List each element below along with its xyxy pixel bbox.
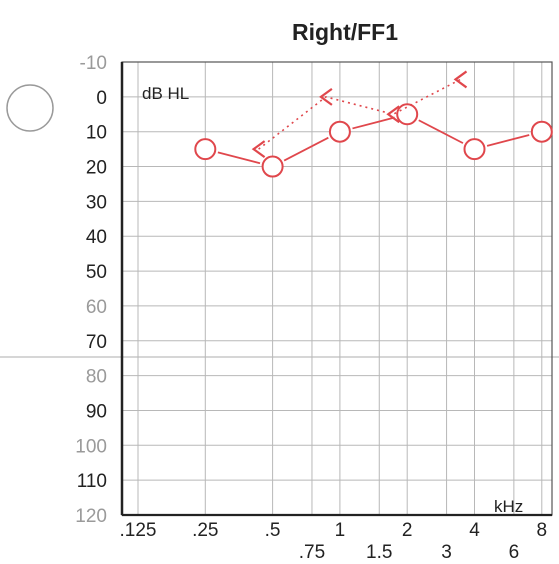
x-axis-label: kHz: [494, 497, 523, 516]
bone-conduction-less-than-marker: [251, 140, 266, 159]
x-tick-labels: .125 .25 .5 1 2 4 8 .75 1.5 3 6: [120, 520, 548, 563]
air-conduction-circle-marker: [396, 103, 419, 126]
grid: [122, 61, 552, 516]
air-conduction-circle-marker: [328, 120, 351, 143]
circle-symbol-key: [6, 84, 54, 132]
air-conduction-connector: [418, 119, 464, 144]
y-tick-label: 70: [86, 332, 107, 353]
air-conduction-connector: [217, 151, 261, 165]
bone-conduction-less-than-marker: [386, 105, 400, 124]
y-tick-label: 50: [86, 262, 107, 283]
x-tick-label: .25: [192, 520, 218, 541]
x-tick-label: 8: [537, 520, 548, 541]
chart-title: Right/FF1: [292, 19, 398, 45]
air-conduction-circle-marker: [463, 138, 486, 161]
y-tick-label: 120: [75, 506, 107, 527]
y-tick-label: 30: [86, 192, 107, 213]
air-conduction-circle-marker: [530, 120, 553, 143]
x-tick-label-mid: 3: [441, 542, 452, 563]
x-tick-label: 1: [335, 520, 346, 541]
plot-frame: [120, 61, 553, 517]
x-tick-label: .5: [265, 520, 281, 541]
x-tick-label-mid: 1.5: [366, 542, 392, 563]
air-conduction-circle-marker: [194, 138, 217, 161]
air-conduction-connector: [283, 136, 329, 162]
y-tick-label: 110: [77, 471, 107, 492]
y-tick-label: 40: [86, 227, 107, 248]
y-tick-label: 60: [86, 297, 107, 318]
x-tick-label-mid: 6: [509, 542, 520, 563]
x-tick-label: 2: [402, 520, 413, 541]
bone-conduction-connector: [258, 78, 461, 150]
bone-conduction-less-than-marker: [453, 70, 468, 89]
y-tick-label: 10: [86, 123, 107, 144]
y-tick-label: 80: [86, 367, 107, 388]
y-tick-label: 0: [96, 88, 107, 109]
air-conduction-circle-marker: [261, 155, 284, 178]
y-axis-label: dB HL: [142, 84, 189, 103]
series-layer: [194, 70, 553, 178]
y-tick-label: -10: [80, 53, 107, 74]
bone-conduction-less-than-marker: [319, 87, 333, 106]
air-conduction-connector: [486, 134, 530, 147]
y-tick-label: 90: [86, 401, 107, 422]
x-tick-label: .125: [120, 520, 157, 541]
y-tick-label: 100: [75, 436, 107, 457]
air-conduction-connector: [352, 116, 395, 130]
y-tick-label: 20: [86, 158, 107, 179]
y-tick-labels: -10 0 10 20 30 40 50 60 70 80 90 100 110 120: [75, 53, 107, 527]
x-tick-label-mid: .75: [299, 542, 325, 563]
x-tick-label: 4: [469, 520, 480, 541]
